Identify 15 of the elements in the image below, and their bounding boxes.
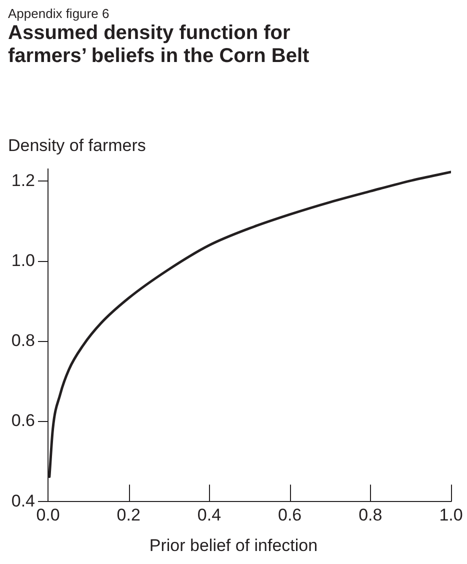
chart-subtitle: Appendix figure 6 xyxy=(8,6,110,21)
y-tick-label: 1.2 xyxy=(11,170,35,190)
y-tick-label: 0.4 xyxy=(11,491,35,510)
x-tick-label: 1.0 xyxy=(439,505,463,524)
y-axis-title: Density of farmers xyxy=(8,136,146,156)
x-tick-label: 0.8 xyxy=(358,505,382,524)
x-axis-title: Prior belief of infection xyxy=(148,536,319,556)
chart-title: Assumed density function for farmers’ beliefs in the Corn Belt xyxy=(8,22,310,68)
x-tick-label: 0.0 xyxy=(36,505,60,524)
x-tick-label: 0.4 xyxy=(197,505,222,524)
y-tick-label: 0.8 xyxy=(11,331,35,350)
y-tick-label: 1.0 xyxy=(11,251,35,270)
x-tick-label: 0.6 xyxy=(278,505,302,524)
x-tick-label: 0.2 xyxy=(116,505,140,524)
y-tick-label: 0.6 xyxy=(11,411,35,430)
